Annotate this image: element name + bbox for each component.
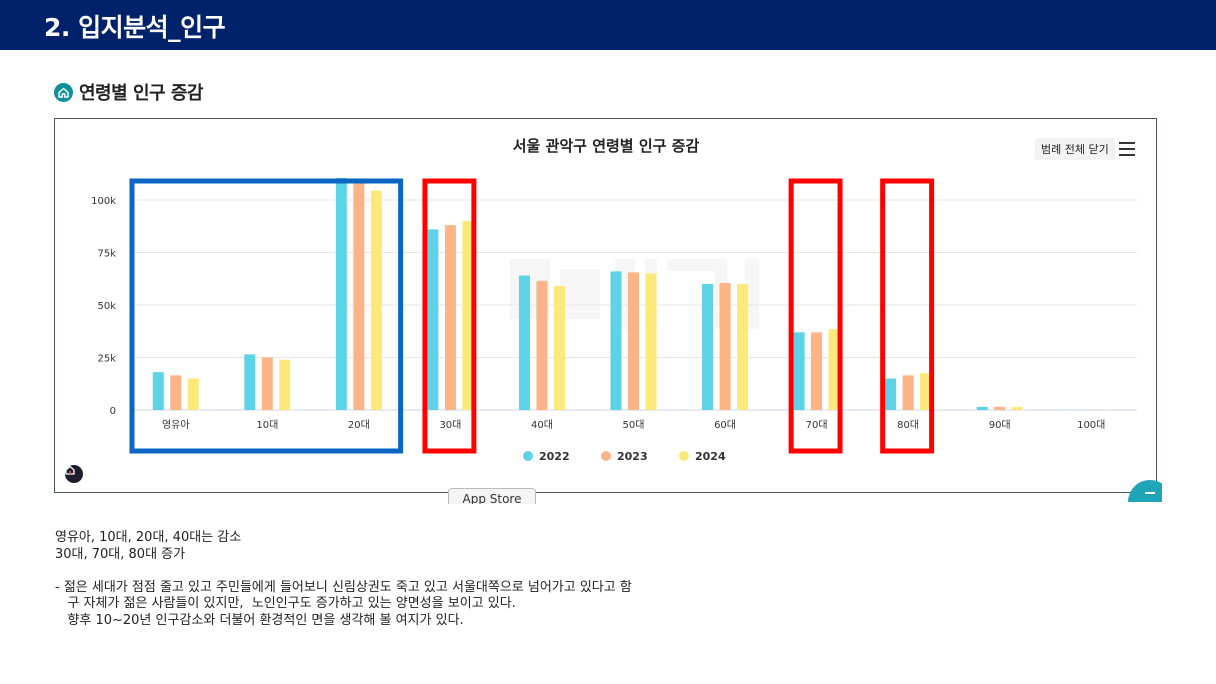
bar[interactable] [828, 329, 840, 410]
legend-label[interactable]: 2023 [617, 450, 648, 463]
x-tick-label: 50대 [623, 419, 645, 431]
highlight-box [788, 178, 843, 454]
note-line: 구 자체가 젊은 사람들이 있지만, 노인인구도 증가하고 있는 양면성을 보이… [55, 596, 516, 611]
bar[interactable] [444, 225, 456, 410]
bar[interactable] [737, 284, 749, 410]
bar[interactable] [244, 354, 256, 410]
home-icon [54, 82, 73, 102]
bar[interactable] [628, 272, 639, 410]
x-tick-label: 10대 [256, 419, 278, 431]
bar[interactable] [702, 284, 714, 410]
x-tick-label: 60대 [714, 419, 736, 431]
note-line: 향후 10~20년 인구감소와 더불어 환경적인 면을 생각해 볼 여지가 있다… [55, 612, 464, 628]
x-tick-label: 90대 [989, 419, 1011, 431]
y-tick-label: 100k [91, 196, 116, 207]
section-heading: 연령별 인구 증감 [54, 80, 203, 104]
scroll-to-top-icon[interactable] [1128, 480, 1162, 502]
chart-container: 0 25k 50k 75k 100k 영유아 10대 20대 30대 40대 50대 60대 70대 80… [54, 118, 1157, 493]
slide-header: 2. 입지분석_인구 [0, 0, 1216, 50]
y-tick-label: 25k [97, 354, 116, 365]
legend-marker[interactable] [679, 451, 689, 461]
bar[interactable] [885, 378, 897, 411]
x-tick-label: 100대 [1077, 419, 1105, 431]
bar[interactable] [994, 406, 1006, 410]
bar[interactable] [462, 221, 474, 410]
bar[interactable] [353, 182, 365, 410]
bar[interactable] [811, 332, 823, 410]
x-tick-label: 40대 [531, 419, 553, 431]
bar[interactable] [976, 406, 988, 410]
slide-title: 2. 입지분석_인구 [44, 13, 226, 42]
bar[interactable] [645, 273, 657, 411]
x-tick-label: 영유아 [162, 419, 190, 431]
hamburger-menu-icon[interactable] [1119, 142, 1135, 156]
y-tick-label: 0 [110, 406, 116, 417]
app-store-button[interactable]: App Store [448, 488, 536, 504]
bar[interactable] [902, 375, 914, 410]
bar[interactable] [610, 271, 622, 410]
bar[interactable] [920, 373, 932, 410]
notes-block: 영유아, 10대, 20대, 40대는 감소 30대, 70대, 80대 증가 -… [55, 530, 632, 629]
bar[interactable] [1011, 406, 1023, 410]
x-tick-label: 80대 [897, 419, 919, 431]
section-title: 연령별 인구 증감 [79, 83, 203, 104]
legend-toggle-button[interactable]: 범례 전체 닫기 [1035, 138, 1115, 160]
note-line: - 젊은 세대가 점점 줄고 있고 주민들에게 들어보니 신림상권도 죽고 있고… [55, 579, 632, 595]
bar[interactable] [187, 378, 199, 411]
bar[interactable] [261, 357, 273, 411]
legend-marker[interactable] [601, 451, 611, 461]
x-tick-label: 20대 [348, 419, 370, 431]
x-tick-label: 30대 [439, 419, 461, 431]
bar-chart: 0 25k 50k 75k 100k 영유아 10대 20대 30대 40대 50대 60대 70대 80… [91, 137, 1137, 463]
highlight-box [880, 178, 935, 454]
legend-marker[interactable] [523, 451, 533, 461]
bar[interactable] [279, 359, 291, 410]
y-tick-label: 75k [97, 249, 116, 260]
home-logo-icon [65, 465, 83, 483]
bar[interactable] [536, 280, 548, 410]
bar[interactable] [370, 190, 382, 410]
note-line: 영유아, 10대, 20대, 40대는 감소 [55, 530, 242, 545]
legend-label[interactable]: 2022 [539, 450, 570, 463]
bar[interactable] [427, 229, 439, 410]
note-spacer [55, 563, 632, 580]
legend-label[interactable]: 2024 [695, 450, 726, 463]
highlight-box [129, 178, 404, 454]
bar[interactable] [553, 286, 565, 410]
highlight-box [422, 178, 477, 454]
bar[interactable] [518, 275, 530, 410]
bar[interactable] [719, 282, 731, 410]
bar[interactable] [170, 375, 182, 410]
bar[interactable] [335, 177, 347, 410]
bar[interactable] [793, 332, 805, 410]
bar[interactable] [152, 372, 164, 410]
x-tick-label: 70대 [806, 419, 828, 431]
note-line: 30대, 70대, 80대 증가 [55, 546, 186, 562]
chart-title: 서울 관악구 연령별 인구 증감 [513, 137, 700, 155]
y-tick-label: 50k [97, 301, 116, 312]
